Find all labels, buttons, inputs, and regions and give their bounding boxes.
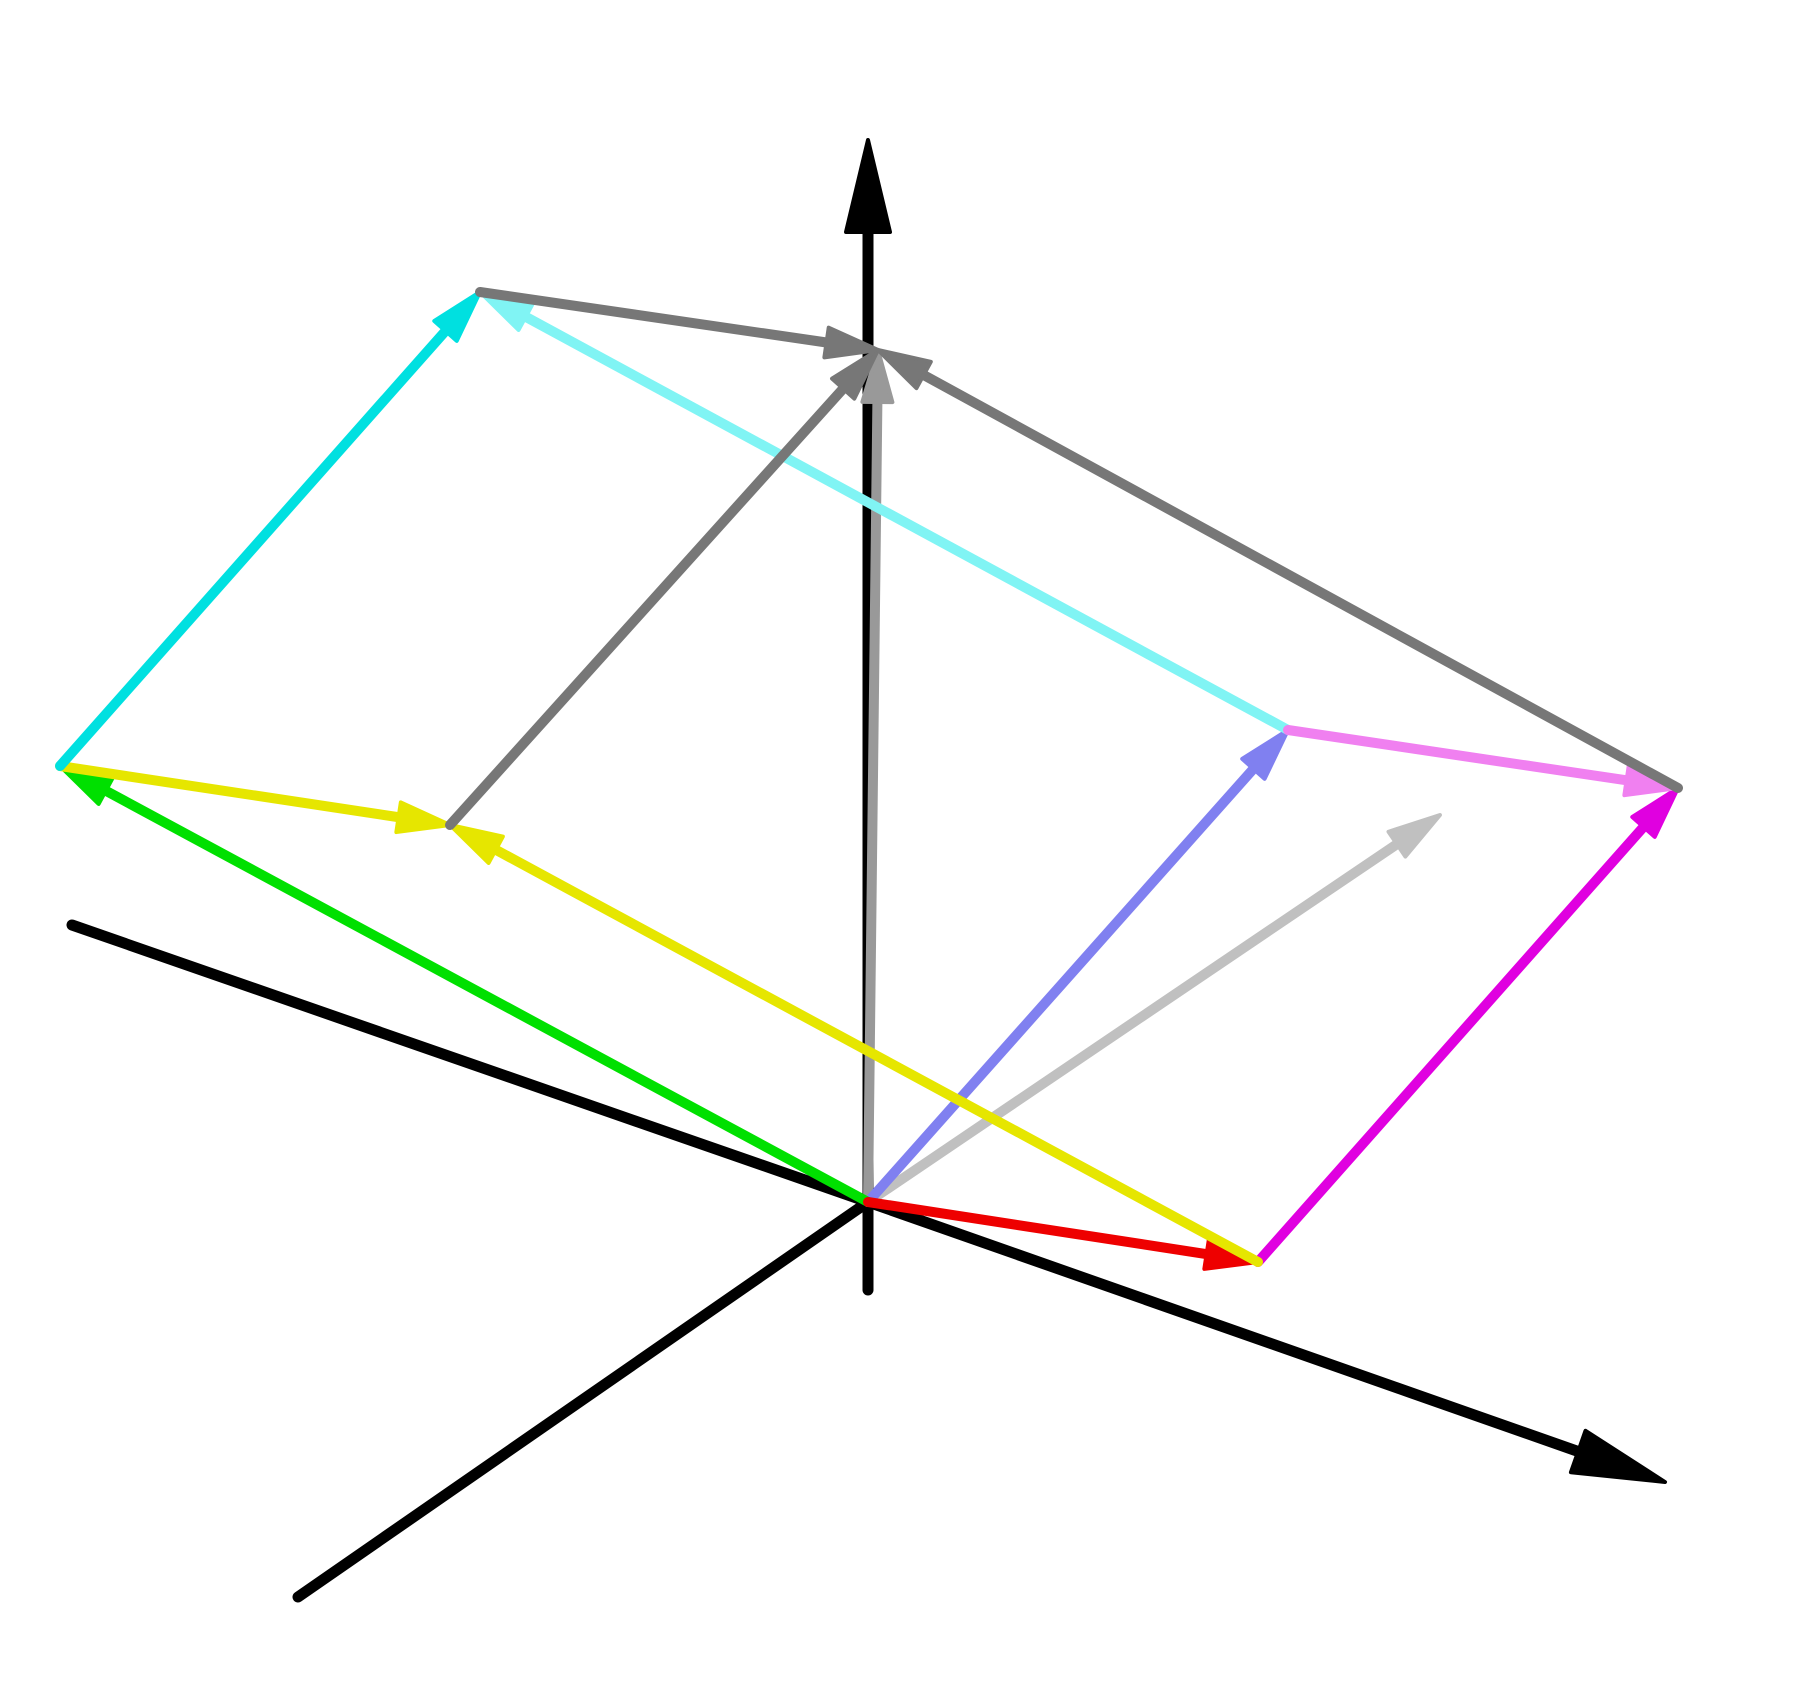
vector-yellow-short-head bbox=[394, 800, 452, 835]
vectors bbox=[55, 287, 1683, 1271]
vector-cyan bbox=[55, 290, 482, 771]
vector-green-shaft bbox=[96, 783, 873, 1207]
vector-yellow-long bbox=[448, 823, 1263, 1267]
vector-light-magenta-shaft bbox=[1283, 725, 1637, 787]
vector-yellow-long-shaft bbox=[486, 842, 1263, 1267]
vector-gray-vertical-shaft bbox=[863, 391, 883, 1207]
vector-gray-from-right-head bbox=[876, 348, 933, 391]
axis-x-negative bbox=[66, 919, 874, 1208]
axis-y-negative bbox=[292, 1196, 874, 1603]
vector-gray-from-left-top-head bbox=[822, 325, 880, 360]
vector-blue bbox=[863, 728, 1290, 1207]
vector-gray-from-right bbox=[876, 348, 1683, 793]
vector-light-gray bbox=[863, 813, 1442, 1207]
vector-gray-from-middle bbox=[445, 348, 880, 830]
vector-yellow-long-head bbox=[448, 823, 505, 865]
vector-gray-from-middle-shaft bbox=[445, 379, 852, 830]
vector-magenta bbox=[1253, 786, 1680, 1267]
vector-gray-from-left-top-shaft bbox=[475, 287, 837, 349]
vector-gray-from-left-top bbox=[475, 287, 880, 360]
axis-x-positive-shaft bbox=[862, 1196, 1593, 1461]
vector-magenta-head bbox=[1630, 786, 1680, 839]
vector-cyan-shaft bbox=[55, 322, 454, 771]
vector-light-gray-shaft bbox=[863, 836, 1407, 1207]
axis-vertical-head bbox=[844, 138, 892, 234]
axis-x-positive bbox=[862, 1196, 1667, 1484]
vector-gray-from-right-shaft bbox=[914, 367, 1683, 793]
vector-magenta-shaft bbox=[1253, 818, 1652, 1267]
vector-yellow-short bbox=[55, 761, 452, 835]
vector-blue-head bbox=[1240, 728, 1290, 781]
axis-x-negative-shaft bbox=[66, 919, 874, 1208]
vector-cyan-head bbox=[432, 290, 482, 343]
vector-gray-vertical-head bbox=[860, 348, 895, 405]
vector-blue-shaft bbox=[863, 759, 1262, 1207]
vector-red-shaft bbox=[863, 1197, 1217, 1260]
axis-y-negative-shaft bbox=[292, 1196, 874, 1603]
axis-x-positive-head bbox=[1568, 1428, 1667, 1484]
vector-gray-vertical bbox=[860, 348, 895, 1207]
vector-light-cyan-shaft bbox=[516, 309, 1293, 735]
vector-yellow-short-shaft bbox=[55, 761, 409, 823]
vector-gray-from-middle-head bbox=[830, 348, 880, 401]
vector-light-gray-head bbox=[1386, 813, 1442, 859]
